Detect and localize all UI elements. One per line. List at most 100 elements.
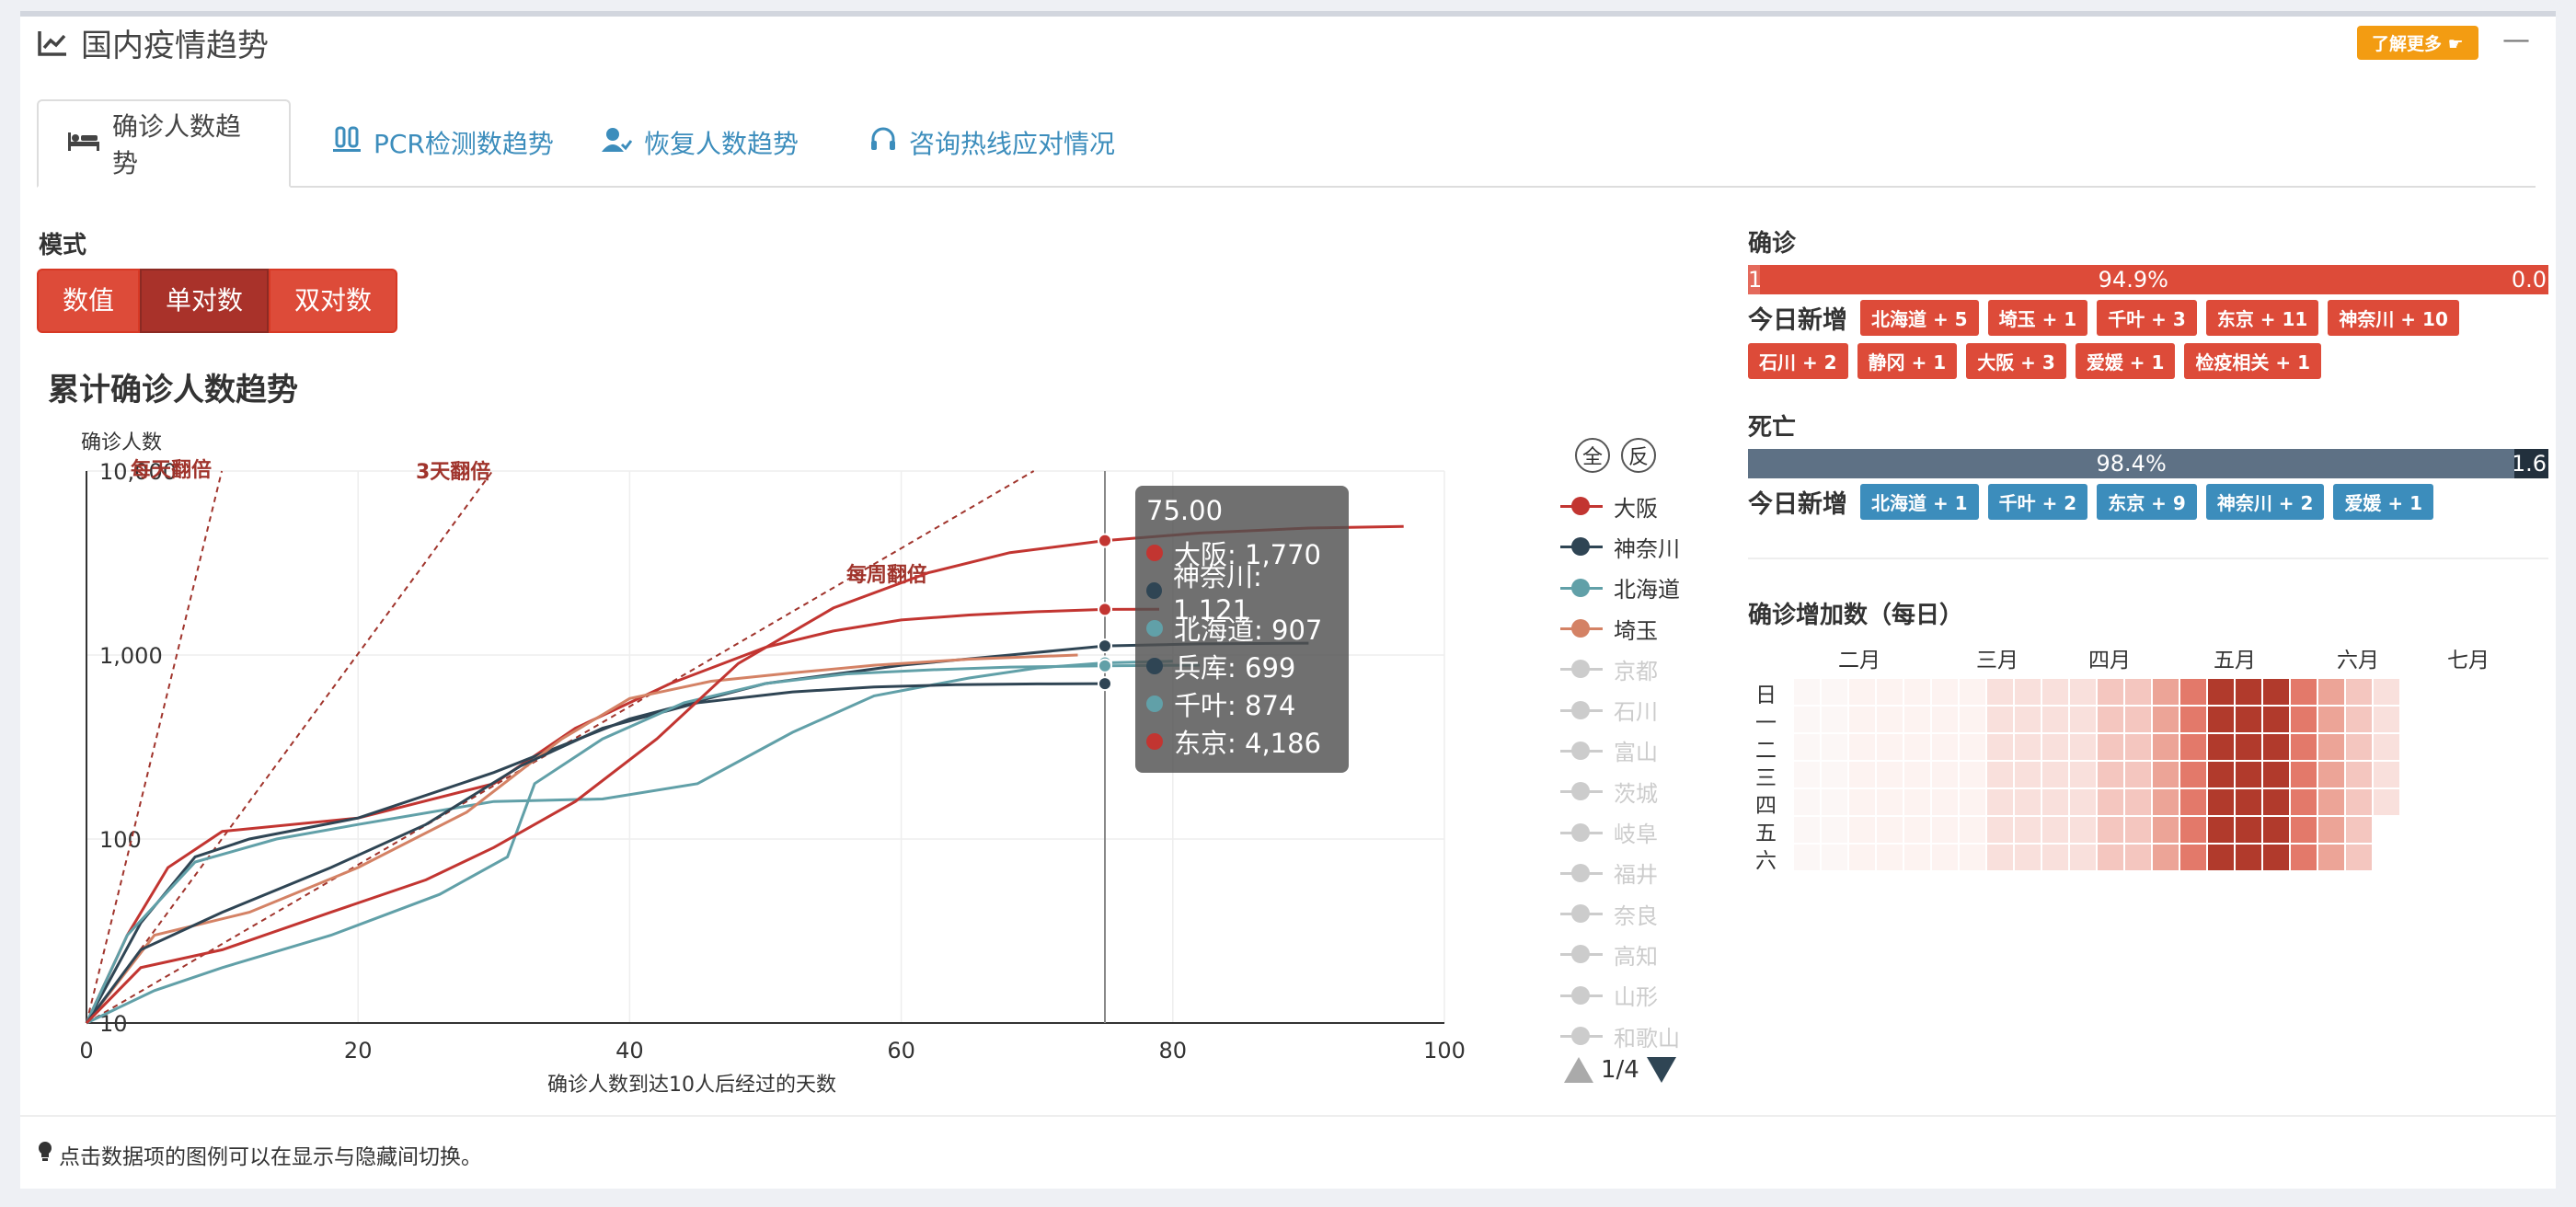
calendar-day-cell[interactable]: [2125, 707, 2151, 732]
calendar-day-cell[interactable]: [2208, 734, 2234, 760]
calendar-day-cell[interactable]: [2180, 817, 2206, 843]
region-badge[interactable]: 大阪 + 3: [1966, 343, 2066, 379]
calendar-day-cell[interactable]: [1822, 707, 1847, 732]
legend-item[interactable]: 富山: [1560, 730, 1689, 771]
calendar-day-cell[interactable]: [2318, 734, 2344, 760]
calendar-day-cell[interactable]: [1932, 845, 1958, 870]
calendar-day-cell[interactable]: [2180, 845, 2206, 870]
calendar-day-cell[interactable]: [1932, 789, 1958, 815]
calendar-day-cell[interactable]: [1794, 845, 1820, 870]
calendar-day-cell[interactable]: [2180, 762, 2206, 787]
calendar-day-cell[interactable]: [2374, 679, 2399, 705]
calendar-day-cell[interactable]: [2236, 679, 2261, 705]
region-badge[interactable]: 千叶 + 2: [1987, 484, 2088, 520]
page-up-icon[interactable]: [1564, 1057, 1593, 1083]
calendar-day-cell[interactable]: [2125, 679, 2151, 705]
calendar-day-cell[interactable]: [2291, 845, 2317, 870]
calendar-day-cell[interactable]: [2070, 817, 2096, 843]
calendar-day-cell[interactable]: [2346, 789, 2372, 815]
calendar-day-cell[interactable]: [2153, 762, 2179, 787]
calendar-day-cell[interactable]: [2263, 762, 2289, 787]
calendar-day-cell[interactable]: [1987, 789, 2013, 815]
mode-loglog-button[interactable]: 双对数: [269, 269, 398, 333]
calendar-day-cell[interactable]: [2236, 845, 2261, 870]
calendar-day-cell[interactable]: [2263, 734, 2289, 760]
legend-item[interactable]: 奈良: [1560, 893, 1689, 934]
calendar-day-cell[interactable]: [2374, 789, 2399, 815]
calendar-day-cell[interactable]: [1987, 707, 2013, 732]
calendar-day-cell[interactable]: [2070, 679, 2096, 705]
calendar-day-cell[interactable]: [2098, 762, 2123, 787]
calendar-day-cell[interactable]: [2180, 734, 2206, 760]
region-badge[interactable]: 北海道 + 1: [1860, 484, 1979, 520]
calendar-day-cell[interactable]: [1960, 679, 1985, 705]
region-badge[interactable]: 石川 + 2: [1748, 343, 1848, 379]
calendar-day-cell[interactable]: [2318, 762, 2344, 787]
region-badge[interactable]: 千叶 + 3: [2097, 300, 2197, 336]
calendar-day-cell[interactable]: [2236, 707, 2261, 732]
calendar-day-cell[interactable]: [2042, 845, 2068, 870]
calendar-day-cell[interactable]: [2042, 789, 2068, 815]
calendar-day-cell[interactable]: [2125, 817, 2151, 843]
region-badge[interactable]: 东京 + 9: [2097, 484, 2197, 520]
calendar-day-cell[interactable]: [1960, 789, 1985, 815]
calendar-day-cell[interactable]: [2346, 817, 2372, 843]
calendar-day-cell[interactable]: [1987, 817, 2013, 843]
calendar-day-cell[interactable]: [2374, 734, 2399, 760]
calendar-day-cell[interactable]: [2015, 789, 2041, 815]
legend-item[interactable]: 京都: [1560, 649, 1689, 689]
region-badge[interactable]: 北海道 + 5: [1860, 300, 1979, 336]
calendar-day-cell[interactable]: [1904, 707, 1930, 732]
calendar-day-cell[interactable]: [2208, 762, 2234, 787]
calendar-day-cell[interactable]: [2125, 789, 2151, 815]
tab-confirmed-trend[interactable]: 确诊人数趋势: [37, 99, 291, 188]
calendar-day-cell[interactable]: [2042, 762, 2068, 787]
calendar-day-cell[interactable]: [2015, 845, 2041, 870]
calendar-day-cell[interactable]: [2042, 707, 2068, 732]
calendar-day-cell[interactable]: [2098, 817, 2123, 843]
calendar-day-cell[interactable]: [2180, 707, 2206, 732]
calendar-day-cell[interactable]: [2153, 679, 2179, 705]
legend-item[interactable]: 北海道: [1560, 568, 1689, 608]
calendar-day-cell[interactable]: [2208, 845, 2234, 870]
calendar-day-cell[interactable]: [2346, 707, 2372, 732]
calendar-day-cell[interactable]: [2015, 817, 2041, 843]
calendar-day-cell[interactable]: [1904, 789, 1930, 815]
calendar-day-cell[interactable]: [1794, 817, 1820, 843]
calendar-day-cell[interactable]: [1822, 679, 1847, 705]
legend-item[interactable]: 山形: [1560, 975, 1689, 1016]
calendar-day-cell[interactable]: [1849, 679, 1875, 705]
calendar-day-cell[interactable]: [2263, 817, 2289, 843]
calendar-day-cell[interactable]: [2125, 762, 2151, 787]
calendar-day-cell[interactable]: [2208, 789, 2234, 815]
calendar-day-cell[interactable]: [1987, 679, 2013, 705]
calendar-day-cell[interactable]: [2153, 817, 2179, 843]
calendar-day-cell[interactable]: [1794, 734, 1820, 760]
calendar-day-cell[interactable]: [1960, 762, 1985, 787]
calendar-day-cell[interactable]: [1932, 762, 1958, 787]
calendar-day-cell[interactable]: [2346, 734, 2372, 760]
calendar-day-cell[interactable]: [1849, 789, 1875, 815]
calendar-day-cell[interactable]: [2291, 707, 2317, 732]
calendar-day-cell[interactable]: [2263, 679, 2289, 705]
legend-item[interactable]: 石川: [1560, 689, 1689, 730]
region-badge[interactable]: 静冈 + 1: [1857, 343, 1958, 379]
calendar-day-cell[interactable]: [2153, 789, 2179, 815]
legend-item[interactable]: 大阪: [1560, 486, 1689, 526]
calendar-day-cell[interactable]: [2015, 762, 2041, 787]
calendar-day-cell[interactable]: [1960, 734, 1985, 760]
calendar-day-cell[interactable]: [1877, 762, 1903, 787]
legend-item[interactable]: 福井: [1560, 853, 1689, 893]
legend-item[interactable]: 高知: [1560, 934, 1689, 974]
calendar-day-cell[interactable]: [1877, 845, 1903, 870]
legend-select-all-button[interactable]: 全: [1575, 438, 1610, 473]
calendar-day-cell[interactable]: [2098, 734, 2123, 760]
calendar-day-cell[interactable]: [1849, 707, 1875, 732]
calendar-day-cell[interactable]: [2070, 762, 2096, 787]
calendar-day-cell[interactable]: [2070, 707, 2096, 732]
calendar-day-cell[interactable]: [1822, 762, 1847, 787]
legend-item[interactable]: 和歌山: [1560, 1016, 1689, 1056]
calendar-day-cell[interactable]: [2070, 789, 2096, 815]
legend-item[interactable]: 埼玉: [1560, 608, 1689, 649]
calendar-day-cell[interactable]: [2236, 734, 2261, 760]
